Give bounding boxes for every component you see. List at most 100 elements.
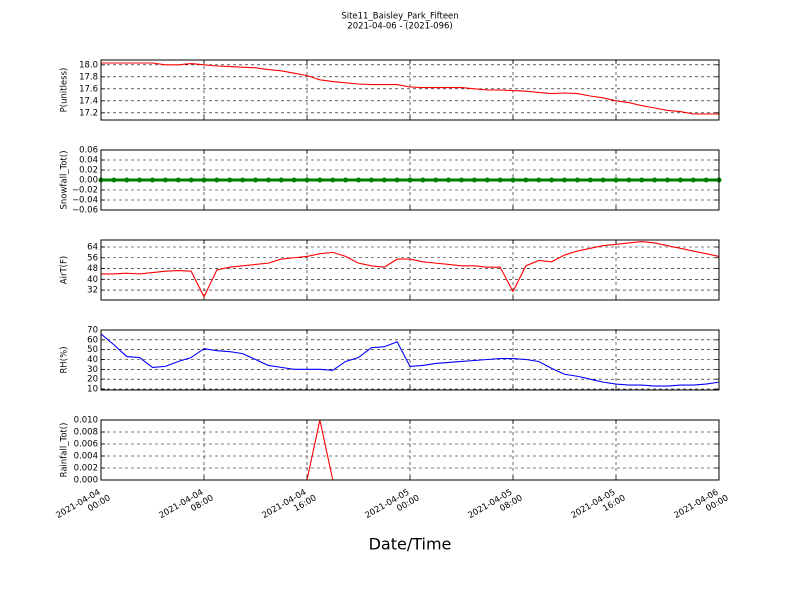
data-point (677, 177, 683, 183)
data-point (574, 177, 580, 183)
y-tick-label: 32 (87, 286, 98, 296)
y-tick-label: 10 (87, 385, 98, 395)
y-tick-label: 20 (87, 375, 98, 385)
data-point (613, 177, 619, 183)
y-tick-label: 17.6 (79, 84, 98, 94)
y-tick-label: 0.002 (74, 464, 98, 474)
chart-title: Site11_Baisley_Park_Fifteen (341, 12, 458, 22)
subplot: −0.06−0.04−0.020.000.020.040.06 Snowfall_… (60, 146, 722, 216)
plot-frame (100, 419, 720, 481)
data-point (137, 177, 143, 183)
subplot: 17.2 17.4 17.6 17.8 18.0 P(unitless) (60, 59, 720, 121)
y-axis-label: Snowfall_Tot() (60, 150, 70, 209)
data-point (626, 177, 632, 183)
y-tick-label: 70 (87, 326, 98, 336)
data-point (523, 177, 529, 183)
data-point (227, 177, 233, 183)
y-tick-label: 0.00 (79, 176, 98, 186)
data-point (330, 177, 336, 183)
data-line (100, 333, 720, 387)
data-point (278, 177, 284, 183)
y-tick-label: 40 (87, 275, 98, 285)
data-point (639, 177, 645, 183)
plot-frame (100, 329, 720, 391)
y-tick-label: 48 (87, 264, 98, 274)
data-line (101, 241, 720, 299)
data-point (214, 177, 220, 183)
data-point (471, 177, 477, 183)
data-point (265, 177, 271, 183)
y-axis-label: RH(%) (60, 346, 70, 373)
data-point (368, 177, 374, 183)
y-tick-label: 0.006 (74, 440, 98, 450)
data-point (240, 177, 246, 183)
data-point (652, 177, 658, 183)
data-point (188, 177, 194, 183)
data-point (162, 177, 168, 183)
y-tick-label: 56 (87, 253, 98, 263)
y-tick-label: 60 (87, 335, 98, 345)
data-point (111, 177, 117, 183)
data-line (101, 62, 719, 115)
y-tick-label: 64 (87, 242, 98, 252)
chart-subtitle: 2021-04-06 - (2021-096) (347, 22, 452, 32)
data-point (420, 177, 426, 183)
data-point (175, 177, 181, 183)
data-point (562, 177, 567, 183)
data-point (124, 177, 130, 183)
y-tick-label: −0.02 (72, 186, 98, 196)
y-tick-label: −0.04 (72, 196, 98, 206)
subplot: 0.000 0.002 0.004 0.006 0.008 0.010 Rainfall_T… (60, 416, 720, 486)
data-point (291, 177, 297, 183)
y-axis-label: AirT(F) (60, 256, 70, 284)
y-tick-label: 0.000 (74, 476, 98, 486)
y-axis-label: P(unitless) (60, 68, 70, 113)
data-point (600, 177, 606, 183)
y-tick-label: 0.010 (74, 416, 98, 426)
plot-frame (100, 149, 720, 211)
data-point (343, 177, 349, 183)
data-point (381, 177, 387, 183)
y-tick-label: 17.4 (79, 96, 98, 106)
y-tick-label: 0.02 (79, 166, 98, 176)
y-tick-label: −0.06 (72, 206, 98, 216)
plot-frame (100, 59, 720, 121)
data-point (407, 177, 413, 183)
y-tick-label: 0.004 (74, 452, 98, 462)
y-tick-label: 50 (87, 345, 98, 355)
data-point (253, 177, 258, 183)
data-point (665, 177, 670, 183)
data-point (201, 177, 207, 183)
x-axis-label: Date/Time (369, 535, 452, 554)
y-tick-label: 17.2 (79, 108, 98, 118)
data-point (690, 177, 696, 183)
data-point (549, 177, 555, 183)
plot-frame (100, 239, 720, 301)
data-point (150, 177, 155, 183)
data-point (459, 177, 464, 183)
data-point (703, 177, 709, 183)
data-point (317, 177, 323, 183)
data-point (356, 177, 361, 183)
data-point (394, 177, 400, 183)
data-point (587, 177, 593, 183)
y-tick-label: 40 (87, 355, 98, 365)
data-point (446, 177, 452, 183)
data-point (304, 177, 310, 183)
data-point (497, 177, 503, 183)
y-tick-label: 30 (87, 365, 98, 375)
y-axis-label: Rainfall_Tot() (60, 423, 70, 478)
y-tick-label: 18.0 (79, 60, 98, 70)
y-tick-label: 0.04 (79, 156, 98, 166)
y-tick-label: 0.008 (74, 428, 98, 438)
